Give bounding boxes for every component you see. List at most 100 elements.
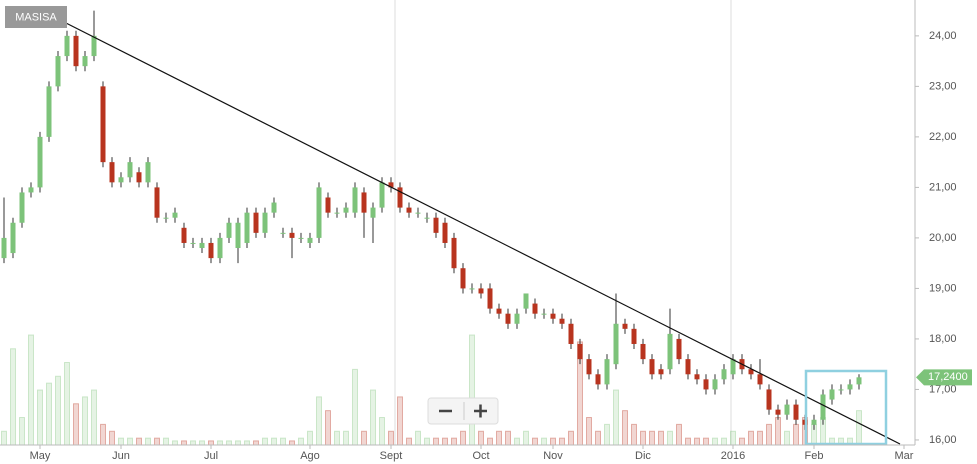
volume-bar: [28, 334, 34, 446]
volume-bar: [298, 437, 304, 446]
candle-body: [145, 162, 151, 183]
candle-body: [334, 212, 340, 214]
volume-bar: [667, 430, 673, 446]
candle-body: [370, 207, 376, 218]
trend-line: [59, 19, 901, 445]
volume-bar: [721, 437, 727, 446]
candle-body: [235, 222, 241, 249]
volume-bar: [19, 417, 25, 446]
volume-bar: [586, 417, 592, 446]
y-tick-label: 21,00: [929, 181, 957, 193]
volume-bar: [442, 437, 448, 446]
y-tick-label: 17,00: [929, 383, 957, 395]
candle-body: [694, 374, 700, 380]
candle-body: [703, 379, 709, 390]
x-tick-label: Feb: [805, 450, 824, 462]
x-tick-label: Sept: [380, 450, 403, 462]
volume-bar: [406, 437, 412, 446]
volume-bar: [109, 430, 115, 446]
candle-body: [550, 313, 556, 319]
volume-bar: [280, 437, 286, 446]
volume-bar: [604, 423, 610, 446]
candle-body: [541, 313, 547, 315]
volume-bar: [496, 430, 502, 446]
x-tick-label: May: [30, 450, 51, 462]
candle-body: [469, 288, 475, 290]
candle-body: [406, 207, 412, 213]
volume-bar: [541, 437, 547, 446]
volume-bar: [415, 430, 421, 446]
candle-body: [451, 237, 457, 269]
volume-bar: [514, 437, 520, 446]
candle-body: [766, 389, 772, 410]
last-price-tag: 17,2400: [916, 369, 972, 386]
candle-body: [631, 328, 637, 344]
volume-bar: [658, 430, 664, 446]
candle-body: [820, 394, 826, 420]
volume-bar: [505, 430, 511, 446]
candle-body: [568, 323, 574, 344]
y-tick-label: 18,00: [929, 333, 957, 345]
volume-bar: [316, 396, 322, 446]
candle-body: [496, 308, 502, 314]
zoom-controls: [427, 397, 499, 425]
candle-body: [10, 222, 16, 254]
volume-bar: [127, 437, 133, 446]
candle-body: [829, 389, 835, 400]
candle-body: [478, 288, 484, 294]
candle-body: [226, 222, 232, 238]
candle-body: [595, 374, 601, 385]
volume-bar: [460, 430, 466, 446]
candle-body: [505, 313, 511, 324]
volume-layer: [1, 334, 862, 446]
candle-body: [73, 35, 79, 67]
candle-body: [667, 333, 673, 370]
volume-bar: [343, 430, 349, 446]
volume-bar: [352, 368, 358, 446]
candle-body: [622, 323, 628, 329]
candle-body: [487, 288, 493, 309]
candle-body: [280, 232, 286, 234]
candle-body: [28, 187, 34, 193]
y-tick-label: 16,00: [929, 434, 957, 446]
candle-body: [361, 192, 367, 213]
candle-body: [253, 212, 259, 233]
zoom-out-button[interactable]: [432, 401, 460, 421]
volume-bar: [289, 440, 295, 446]
candle-body: [262, 212, 268, 233]
candle-body: [847, 384, 853, 390]
volume-bar: [694, 437, 700, 446]
price-tag-shape: [916, 369, 972, 386]
volume-bar: [64, 362, 70, 446]
volume-bar: [676, 423, 682, 446]
candle-body: [415, 212, 421, 214]
volume-bar: [523, 430, 529, 446]
candle-body: [91, 35, 97, 57]
candle-body: [397, 187, 403, 208]
candle-body: [46, 86, 52, 137]
volume-bar: [550, 437, 556, 446]
candle-body: [271, 202, 277, 213]
zoom-in-button[interactable]: [467, 401, 495, 421]
highlight-box: [804, 369, 888, 446]
volume-bar: [469, 334, 475, 446]
volume-bar: [631, 423, 637, 446]
candle-body: [199, 242, 205, 249]
volume-bar: [262, 437, 268, 446]
y-tick-label: 23,00: [929, 80, 957, 92]
volume-bar: [595, 430, 601, 446]
candle-body: [244, 212, 250, 243]
candle-body: [19, 192, 25, 223]
volume-bar: [640, 430, 646, 446]
candle-body: [352, 187, 358, 213]
volume-bar: [622, 410, 628, 446]
candle-body: [838, 389, 844, 391]
candle-body: [424, 217, 430, 219]
candle-body: [640, 343, 646, 360]
volume-bar: [649, 430, 655, 446]
volume-bar: [685, 437, 691, 446]
volume-bar: [1, 430, 7, 446]
volume-bar: [334, 430, 340, 446]
volume-bar: [397, 396, 403, 446]
x-tick-label: 2016: [721, 450, 745, 462]
